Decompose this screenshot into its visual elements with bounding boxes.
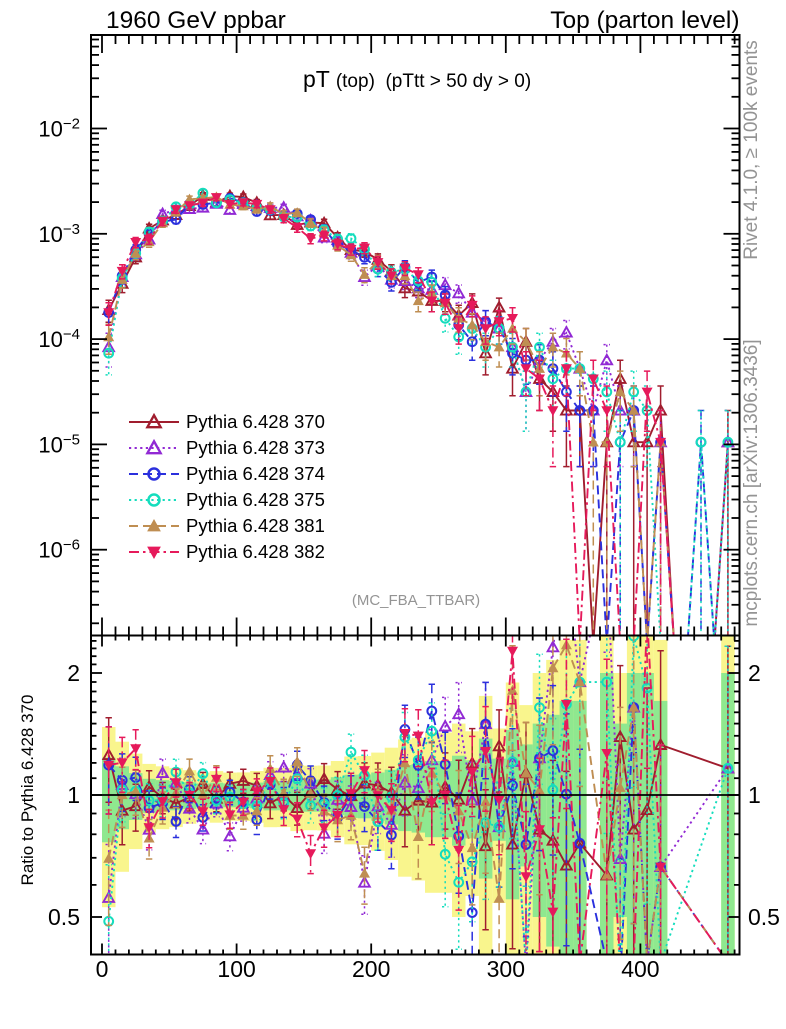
svg-text:200: 200 — [352, 956, 390, 982]
svg-text:(MC_FBA_TTBAR): (MC_FBA_TTBAR) — [352, 592, 480, 609]
svg-text:1: 1 — [67, 782, 80, 808]
svg-text:Pythia 6.428 370: Pythia 6.428 370 — [186, 411, 325, 432]
svg-text:100: 100 — [217, 956, 255, 982]
svg-text:Ratio to Pythia 6.428 370: Ratio to Pythia 6.428 370 — [18, 695, 37, 886]
svg-text:400: 400 — [621, 956, 659, 982]
svg-text:2: 2 — [67, 660, 80, 686]
svg-text:mcplots.cern.ch [arXiv:1306.34: mcplots.cern.ch [arXiv:1306.3436] — [741, 339, 762, 626]
svg-text:300: 300 — [487, 956, 525, 982]
svg-text:1: 1 — [748, 782, 761, 808]
svg-text:Rivet 4.1.0, ≥ 100k events: Rivet 4.1.0, ≥ 100k events — [741, 40, 762, 260]
svg-text:pT (top) (pTtt > 50 dy > 0): pT (top) (pTtt > 50 dy > 0) — [303, 66, 531, 92]
svg-text:2: 2 — [748, 660, 761, 686]
svg-text:Top (parton level): Top (parton level) — [550, 7, 739, 34]
svg-text:0.5: 0.5 — [48, 904, 80, 930]
svg-text:Pythia 6.428 382: Pythia 6.428 382 — [186, 541, 325, 562]
svg-text:Pythia 6.428 381: Pythia 6.428 381 — [186, 515, 325, 536]
svg-text:Pythia 6.428 373: Pythia 6.428 373 — [186, 437, 325, 458]
svg-text:0.5: 0.5 — [748, 904, 780, 930]
svg-text:Pythia 6.428 374: Pythia 6.428 374 — [186, 463, 325, 484]
svg-text:1960 GeV ppbar: 1960 GeV ppbar — [106, 7, 286, 34]
svg-text:0: 0 — [96, 956, 109, 982]
svg-text:Pythia 6.428 375: Pythia 6.428 375 — [186, 489, 325, 510]
svg-text:10−4: 10−4 — [38, 326, 80, 352]
